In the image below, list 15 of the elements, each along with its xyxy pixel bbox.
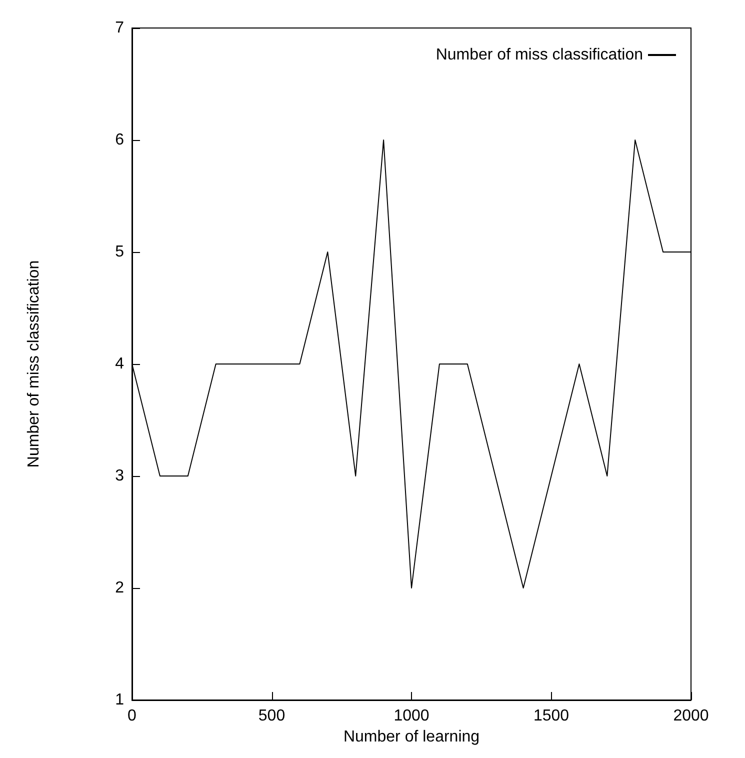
y-tick-label: 2 bbox=[115, 580, 124, 596]
y-tick-label: 6 bbox=[115, 132, 124, 148]
x-tick-label: 1000 bbox=[394, 708, 430, 724]
x-tick-label: 1500 bbox=[533, 708, 570, 724]
x-axis-title: Number of learning bbox=[343, 728, 480, 746]
y-tick-label: 1 bbox=[115, 692, 124, 708]
y-tick-label: 7 bbox=[115, 20, 124, 36]
y-axis-title: Number of miss classification bbox=[26, 260, 42, 468]
legend-label: Number of miss classification bbox=[436, 46, 643, 64]
y-tick-label: 4 bbox=[115, 356, 124, 372]
x-tick-label: 2000 bbox=[673, 708, 709, 724]
y-tick-label: 3 bbox=[115, 468, 124, 484]
y-tick-label: 5 bbox=[115, 244, 124, 260]
x-tick-label: 500 bbox=[258, 708, 286, 724]
x-tick-label: 0 bbox=[128, 708, 137, 724]
